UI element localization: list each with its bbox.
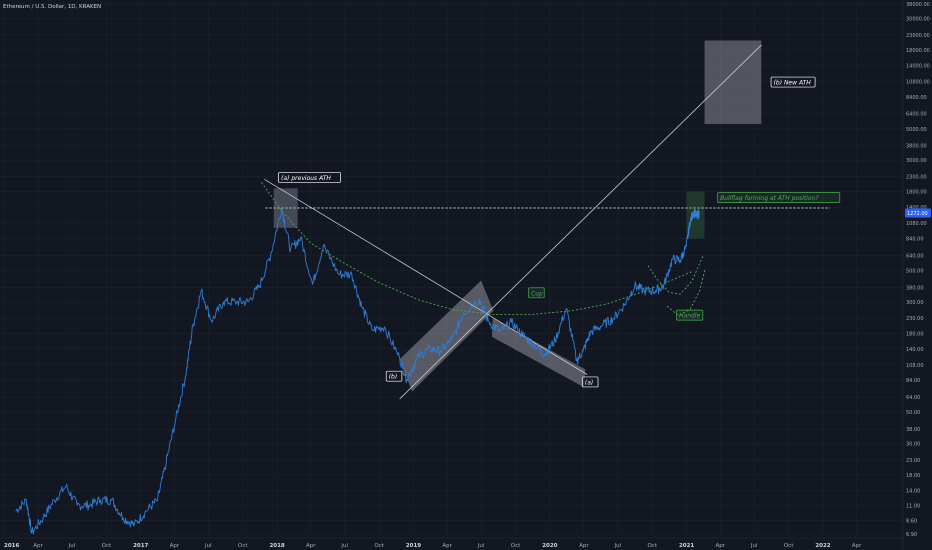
x-tick-label: Apr <box>579 543 589 549</box>
y-tick-label: 5000.00 <box>906 127 927 133</box>
y-tick-label: 300.00 <box>906 300 924 306</box>
x-tick-label: Jul <box>340 543 348 549</box>
x-tick-label: Apr <box>33 543 43 549</box>
y-tick-label: 8400.00 <box>906 95 927 101</box>
y-tick-label: 64.00 <box>906 395 920 401</box>
current-price-badge[interactable] <box>905 208 931 218</box>
x-tick-label: 2016 <box>4 543 19 549</box>
x-tick-label: 2018 <box>269 543 284 549</box>
annotation-new-ath-box[interactable] <box>770 76 816 88</box>
accumulation-channel-box[interactable] <box>399 280 494 392</box>
y-tick-label: 30.00 <box>906 442 920 448</box>
y-tick-label: 380.00 <box>906 285 924 291</box>
annotation-bullflag: Bullflag forming at ATH position? <box>720 195 819 202</box>
x-tick-label: Oct <box>511 543 521 549</box>
drawing-layer <box>261 40 831 400</box>
x-tick-label: Jul <box>477 543 485 549</box>
handle-curve-lower[interactable] <box>666 267 706 317</box>
y-tick-label: 500.00 <box>906 268 924 274</box>
annotation-layer: (a) previous ATH (b) (a) (b) New ATH Cup Hand… <box>278 76 841 388</box>
x-tick-label: Oct <box>238 543 248 549</box>
chart-grid <box>0 3 903 535</box>
annotation-handle-box[interactable] <box>676 309 704 321</box>
time-axis[interactable]: 2016 Apr Jul Oct 2017 Apr Jul Oct 2018 Apr Jul Oct 2… <box>0 537 903 549</box>
y-tick-label: 84.00 <box>906 378 920 384</box>
x-tick-label: Apr <box>306 543 316 549</box>
x-tick-label: Apr <box>852 543 862 549</box>
previous-ath-box[interactable] <box>273 188 298 228</box>
y-tick-label: 640.00 <box>906 253 924 259</box>
annotation-previous-ath: (a) previous ATH <box>281 175 331 182</box>
y-tick-label: 840.00 <box>906 237 924 243</box>
y-tick-label: 23000.00 <box>906 33 930 39</box>
cup-curve[interactable] <box>261 181 692 315</box>
descending-channel-box[interactable] <box>491 318 586 388</box>
x-tick-label: Jul <box>750 543 758 549</box>
price-series-layer <box>15 207 700 535</box>
x-tick-label: Jul <box>614 543 622 549</box>
annotation-cup-box[interactable] <box>528 287 545 299</box>
x-tick-label: 2019 <box>406 543 421 549</box>
annotation-a-box[interactable] <box>582 376 599 388</box>
y-tick-label: 11.00 <box>906 503 920 509</box>
x-tick-label: 2020 <box>542 543 557 549</box>
y-tick-label: 18000.00 <box>906 48 930 54</box>
annotation-handle: Handle <box>679 313 700 320</box>
x-tick-label: 2017 <box>133 543 148 549</box>
x-tick-label: Oct <box>374 543 384 549</box>
annotation-previous-ath-box[interactable] <box>278 172 341 183</box>
y-tick-label: 14000.00 <box>906 63 930 69</box>
y-tick-label: 3800.00 <box>906 144 927 150</box>
annotation-b-box[interactable] <box>385 370 403 382</box>
y-tick-label: 2300.00 <box>906 175 927 181</box>
x-tick-label: Apr <box>170 543 180 549</box>
eth-price-line[interactable] <box>15 207 700 535</box>
y-tick-label: 6.90 <box>906 532 917 538</box>
annotation-a: (a) <box>585 379 593 386</box>
y-tick-label: 38000.00 <box>906 2 930 8</box>
y-tick-label: 30000.00 <box>906 17 930 23</box>
x-tick-label: Apr <box>715 543 725 549</box>
y-tick-label: 1400.00 <box>906 205 927 211</box>
x-tick-label: Apr <box>442 543 452 549</box>
y-tick-label: 50.00 <box>906 410 920 416</box>
price-axis[interactable]: 6.90 8.60 11.00 14.00 18.00 23.00 30.00 38.00 50… <box>902 0 931 550</box>
x-tick-label: Jul <box>204 543 212 549</box>
y-tick-label: 180.00 <box>906 331 924 337</box>
y-tick-label: 1080.00 <box>906 221 927 227</box>
x-tick-label: 2022 <box>815 543 830 549</box>
current-price-value: 1272.00 <box>907 211 928 217</box>
y-tick-label: 23.00 <box>906 458 920 464</box>
y-tick-label: 1800.00 <box>906 190 927 196</box>
y-tick-label: 3000.00 <box>906 158 927 164</box>
x-tick-label: Oct <box>784 543 794 549</box>
y-tick-label: 140.00 <box>906 347 924 353</box>
y-tick-label: 108.00 <box>906 363 924 369</box>
symbol-title: Ethereum / U.S. Dollar, 1D, KRAKEN <box>3 4 101 10</box>
annotation-new-ath: (b) New ATH <box>774 80 812 87</box>
y-tick-label: 18.00 <box>906 473 920 479</box>
annotation-bullflag-box[interactable] <box>717 192 841 203</box>
y-tick-label: 230.00 <box>906 316 924 322</box>
annotation-cup: Cup <box>531 290 543 297</box>
y-tick-label: 6400.00 <box>906 112 927 118</box>
x-tick-label: Jul <box>68 543 76 549</box>
x-tick-label: Oct <box>647 543 657 549</box>
projection-line[interactable] <box>399 44 762 400</box>
x-tick-label: Oct <box>102 543 112 549</box>
downtrend-line[interactable] <box>264 178 588 375</box>
y-tick-label: 38.00 <box>906 427 920 433</box>
annotation-b: (b) <box>389 374 398 381</box>
y-tick-label: 10800.00 <box>906 79 930 85</box>
y-tick-label: 14.00 <box>906 488 920 494</box>
x-tick-label: 2021 <box>679 543 694 549</box>
y-tick-label: 8.60 <box>906 518 917 524</box>
